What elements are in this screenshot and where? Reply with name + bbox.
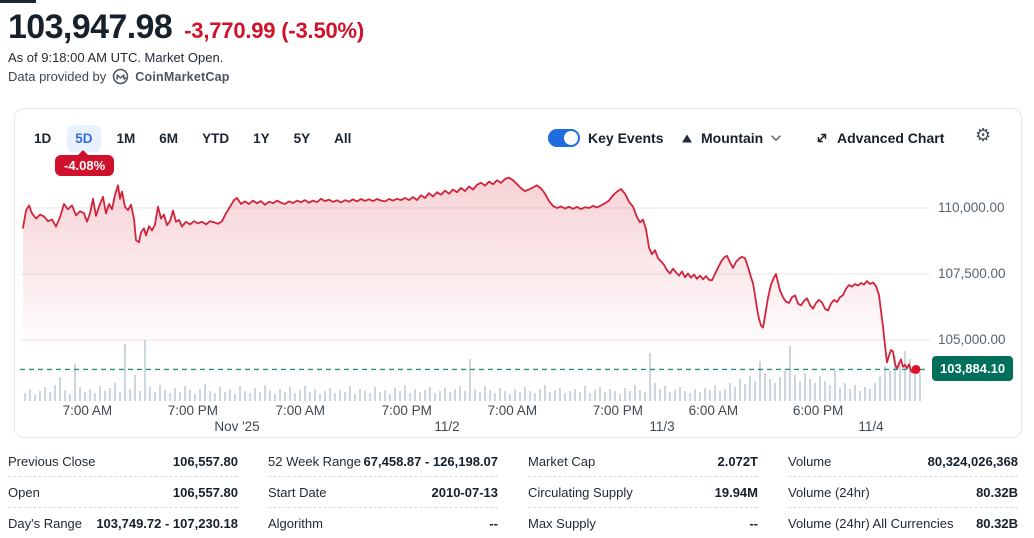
change-percent: (-3.50%) — [281, 18, 365, 43]
stat-row-volume-24hr-: Volume (24hr) 80.32B — [788, 477, 1018, 508]
stat-value: -- — [489, 515, 498, 531]
x-tick-label: 7:00 PM — [381, 403, 432, 418]
stat-label: Previous Close — [8, 453, 96, 469]
chevron-down-icon — [771, 134, 781, 141]
stat-row-max-supply: Max Supply -- — [528, 508, 758, 538]
price-dot — [911, 364, 921, 374]
stat-row-start-date: Start Date 2010-07-13 — [268, 477, 498, 508]
range-tab-1d[interactable]: 1D — [34, 131, 52, 146]
stat-row-52-week-range: 52 Week Range 67,458.87 - 126,198.07 — [268, 446, 498, 477]
y-tick-label: 105,000.00 — [938, 332, 1006, 347]
range-tab-1m[interactable]: 1M — [116, 131, 136, 146]
advanced-chart-label: Advanced Chart — [837, 130, 945, 146]
key-events-label: Key Events — [588, 130, 664, 146]
range-change-value: -4.08% — [64, 158, 106, 173]
stat-value: 80,324,026,368 — [927, 453, 1018, 469]
stat-value: -- — [749, 515, 758, 531]
provider-prefix: Data provided by — [8, 69, 107, 84]
range-tabs: 1D 5D 1M 6M YTD 1Y 5Y All — [26, 125, 359, 152]
x-tick-label: 7:00 AM — [275, 403, 326, 418]
stat-label: Start Date — [268, 484, 327, 500]
stat-label: Algorithm — [268, 515, 323, 531]
range-tab-1y[interactable]: 1Y — [253, 131, 270, 146]
stat-value: 80.32B — [976, 515, 1018, 531]
date-tick-label: 11/2 — [434, 419, 460, 434]
stat-value: 19.94M — [714, 484, 758, 500]
range-change-badge: -4.08% — [55, 150, 115, 176]
stats-column: Market Cap 2.072T Circulating Supply 19.94M… — [528, 446, 758, 538]
stats-column: Previous Close 106,557.80 Open 106,557.80 Da… — [8, 446, 238, 538]
stat-row-previous-close: Previous Close 106,557.80 — [8, 446, 238, 477]
x-tick-label: 7:00 PM — [167, 403, 219, 418]
price-line — [22, 176, 917, 374]
stat-value: 67,458.87 - 126,198.07 — [363, 453, 498, 469]
stat-row-volume: Volume 80,324,026,368 — [788, 446, 1018, 477]
x-tick-label: 7:00 PM — [592, 403, 643, 418]
stat-value: 103,749.72 - 107,230.18 — [96, 515, 238, 531]
coinmarketcap-logo-icon — [113, 68, 129, 85]
range-tab-ytd[interactable]: YTD — [202, 131, 230, 146]
date-tick-label: Nov '25 — [214, 419, 260, 434]
stats-column: Volume 80,324,026,368 Volume (24hr) 80.32B V… — [788, 446, 1018, 538]
stat-value: 106,557.80 — [172, 453, 238, 469]
key-events-toggle[interactable] — [548, 129, 580, 147]
price-chart[interactable] — [20, 155, 932, 405]
stat-label: Circulating Supply — [528, 484, 633, 500]
stat-label: 52 Week Range — [268, 453, 361, 469]
stat-row-algorithm: Algorithm -- — [268, 508, 498, 538]
date-tick-label: 11/4 — [858, 419, 884, 434]
top-accent-bar — [0, 0, 36, 3]
stat-label: Market Cap — [528, 453, 596, 469]
toggle-knob — [564, 131, 578, 145]
stat-label: Volume (24hr) All Currencies — [788, 515, 954, 531]
stat-value: 2010-07-13 — [431, 484, 499, 500]
provider-name[interactable]: CoinMarketCap — [135, 69, 230, 84]
y-tick-label: 110,000.00 — [938, 200, 1005, 215]
stats-column: 52 Week Range 67,458.87 - 126,198.07 Start… — [268, 446, 498, 538]
stat-value: 2.072T — [717, 453, 758, 469]
stat-row-circulating-supply: Circulating Supply 19.94M — [528, 477, 758, 508]
stat-label: Volume — [788, 453, 832, 469]
stat-row-volume-24hr-all-currencies: Volume (24hr) All Currencies 80.32B — [788, 508, 1018, 538]
mountain-icon — [682, 134, 692, 143]
x-tick-label: 7:00 AM — [62, 403, 113, 418]
chart-type-dropdown[interactable]: Mountain — [681, 128, 781, 148]
advanced-chart-link[interactable]: Advanced Chart — [815, 128, 944, 148]
as-of-text: As of 9:18:00 AM UTC. Market Open. — [8, 50, 224, 65]
stat-label: Max Supply — [528, 515, 596, 531]
gear-icon[interactable]: ⚙ — [975, 125, 992, 146]
chart-type-label: Mountain — [701, 130, 764, 146]
current-price: 103,947.98 — [8, 8, 173, 46]
data-provider: Data provided by CoinMarketCap — [8, 68, 230, 85]
change-amount: -3,770.99 — [184, 18, 276, 43]
stat-label: Open — [8, 484, 40, 500]
key-events-control: Key Events — [548, 128, 663, 148]
stat-value: 106,557.80 — [172, 484, 238, 500]
current-price-badge: 103,884.10 — [932, 356, 1014, 382]
expand-icon — [817, 133, 827, 143]
stat-label: Volume (24hr) — [788, 484, 870, 500]
quote-header: 103,947.98 -3,770.99 (-3.50%) — [8, 8, 364, 47]
x-tick-label: 6:00 PM — [792, 403, 844, 418]
stat-row-open: Open 106,557.80 — [8, 477, 238, 508]
range-tab-all[interactable]: All — [334, 131, 352, 146]
stat-row-day-s-range: Day's Range 103,749.72 - 107,230.18 — [8, 508, 238, 538]
x-tick-label: 6:00 AM — [688, 403, 739, 418]
y-tick-label: 107,500.00 — [938, 266, 1006, 281]
price-change: -3,770.99 (-3.50%) — [184, 18, 364, 44]
range-tab-5d[interactable]: 5D — [67, 125, 101, 152]
stat-row-market-cap: Market Cap 2.072T — [528, 446, 758, 477]
x-tick-label: 7:00 AM — [487, 403, 538, 418]
stat-label: Day's Range — [8, 515, 83, 531]
range-tab-5y[interactable]: 5Y — [293, 131, 311, 146]
stat-value: 80.32B — [976, 484, 1018, 500]
range-tab-6m[interactable]: 6M — [159, 131, 179, 146]
date-tick-label: 11/3 — [649, 419, 675, 434]
price-area-fill — [23, 177, 916, 401]
